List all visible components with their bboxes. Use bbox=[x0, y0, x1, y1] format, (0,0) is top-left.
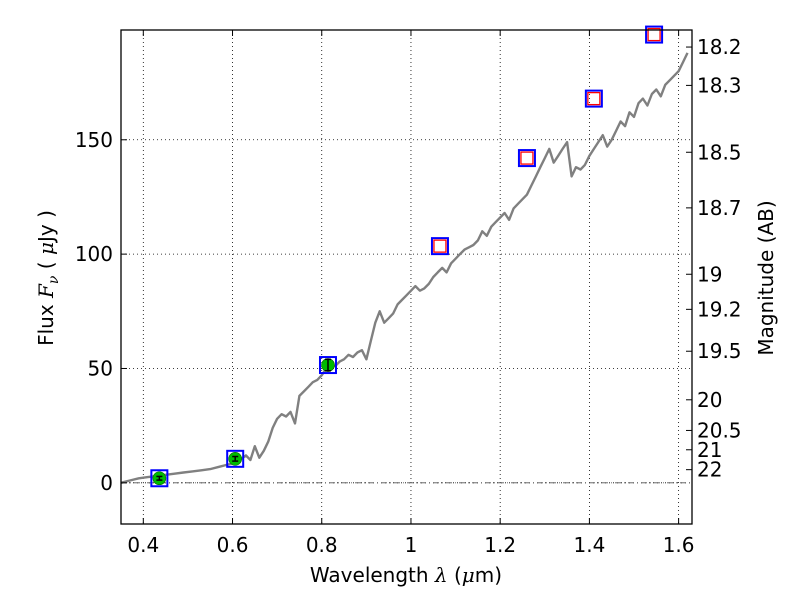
spectrum-line bbox=[121, 52, 689, 484]
x-tick-label: 1.2 bbox=[484, 533, 516, 557]
right-tick-label: 19.2 bbox=[697, 297, 742, 321]
y-axis-ticks: 0 50 100 150 bbox=[75, 128, 127, 495]
right-tick-label: 21 bbox=[697, 438, 722, 462]
x-tick-label: 0.4 bbox=[127, 533, 159, 557]
right-tick-label: 18.2 bbox=[697, 35, 742, 59]
right-tick-label: 18.3 bbox=[697, 73, 742, 97]
right-tick-label: 19 bbox=[697, 262, 722, 286]
x-axis-ticks: 0.4 0.6 0.8 1 1.2 1.4 1.6 bbox=[127, 30, 695, 557]
right-tick-label: 20 bbox=[697, 388, 722, 412]
photometry-square bbox=[226, 449, 245, 468]
plot-frame bbox=[120, 29, 693, 525]
y-tick-label: 100 bbox=[75, 242, 113, 266]
y-axis-label: Flux Fν ( μJy ) bbox=[34, 210, 62, 346]
x-tick-label: 0.6 bbox=[217, 533, 249, 557]
photometry-square bbox=[645, 25, 664, 44]
photometry-square bbox=[584, 89, 603, 108]
grid-lines bbox=[121, 30, 692, 524]
right-axis-label: Magnitude (AB) bbox=[754, 200, 778, 355]
x-tick-label: 0.8 bbox=[306, 533, 338, 557]
x-tick-label: 1.4 bbox=[573, 533, 605, 557]
right-tick-label: 22 bbox=[697, 458, 722, 482]
red-open-square bbox=[520, 151, 534, 165]
photometry-square bbox=[150, 469, 169, 488]
right-tick-label: 18.7 bbox=[697, 196, 742, 220]
right-tick-label: 18.5 bbox=[697, 140, 742, 164]
red-open-square bbox=[433, 239, 447, 253]
photometry-markers bbox=[150, 25, 664, 488]
y-tick-label: 150 bbox=[75, 128, 113, 152]
right-tick-label: 19.5 bbox=[697, 339, 742, 363]
photometry-square bbox=[318, 356, 337, 375]
red-open-square bbox=[647, 27, 661, 42]
red-open-square bbox=[587, 91, 601, 106]
y-tick-label: 0 bbox=[100, 471, 113, 495]
x-tick-label: 1 bbox=[405, 533, 418, 557]
right-tick-label: 20.5 bbox=[697, 418, 742, 442]
spectrum-series bbox=[121, 52, 689, 484]
x-tick-label: 1.6 bbox=[663, 533, 695, 557]
y-tick-label: 50 bbox=[88, 356, 113, 380]
photometry-square bbox=[430, 237, 449, 256]
x-axis-label: Wavelength λ (μm) bbox=[310, 563, 502, 587]
photometry-square bbox=[517, 149, 536, 168]
